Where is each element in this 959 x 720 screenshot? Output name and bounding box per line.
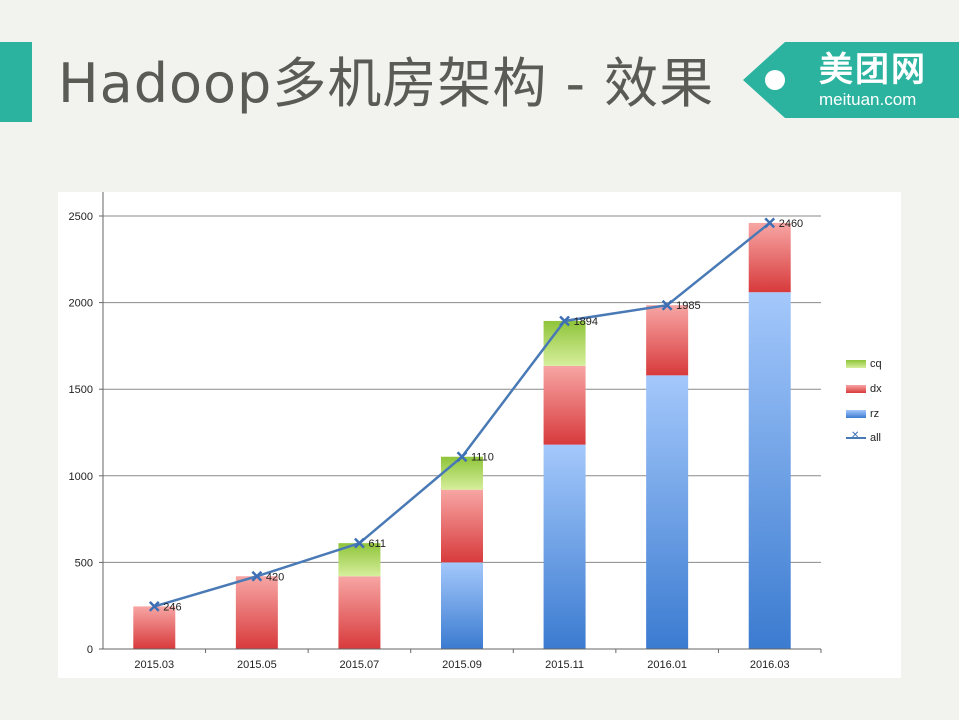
legend-label-rz: rz bbox=[870, 407, 880, 420]
bar-rz-2016.01 bbox=[646, 375, 689, 649]
legend-label-dx: dx bbox=[870, 383, 882, 396]
marker-stroke bbox=[764, 217, 776, 229]
data-label-2016.03: 2460 bbox=[779, 218, 803, 230]
marker-all-2015.03 bbox=[148, 601, 160, 612]
legend-swatch-rz bbox=[846, 409, 866, 418]
bar-dx-2015.05 bbox=[235, 576, 278, 649]
legend-swatch-dx bbox=[846, 385, 866, 394]
marker-stroke bbox=[251, 570, 263, 582]
legend-swatch-all bbox=[846, 430, 866, 441]
legend-label-cq: cq bbox=[870, 358, 882, 371]
y-tick-label: 500 bbox=[75, 557, 93, 569]
marker-all-2015.05 bbox=[251, 570, 263, 582]
data-label-2015.07: 611 bbox=[368, 538, 386, 550]
chart-legend: cq dx rz all bbox=[846, 352, 896, 451]
bar-rz-2015.09 bbox=[441, 562, 483, 649]
bar-dx-2015.11 bbox=[543, 365, 586, 445]
y-tick-label: 2000 bbox=[69, 298, 93, 310]
marker-all-2015.11 bbox=[559, 315, 570, 327]
bar-dx-2015.07 bbox=[338, 576, 381, 649]
title-accent-bar bbox=[0, 42, 32, 122]
legend-item-all: all bbox=[846, 426, 896, 451]
chart-panel: 0 500 1000 1500 2000 2500 2015.03 2015.05 2015.0… bbox=[58, 192, 901, 678]
x-tick-label: 2016.01 bbox=[647, 659, 687, 671]
marker-stroke bbox=[456, 451, 468, 463]
bar-rz-2016.03 bbox=[748, 292, 791, 649]
legend-item-dx: dx bbox=[846, 377, 896, 402]
legend-swatch-cq bbox=[846, 360, 866, 369]
logo-badge-shape bbox=[743, 42, 959, 118]
stacked-bar-line-chart: 0 500 1000 1500 2000 2500 2015.03 2015.05 2015.0… bbox=[69, 192, 822, 671]
marker-stroke bbox=[354, 537, 365, 549]
logo-english-text: meituan.com bbox=[819, 90, 917, 109]
bar-cq-2015.11 bbox=[543, 320, 586, 366]
logo-chinese-text: 美团网 bbox=[819, 50, 927, 90]
data-label-2015.05: 420 bbox=[266, 571, 284, 583]
legend-item-rz: rz bbox=[846, 401, 896, 426]
marker-all-2016.03 bbox=[764, 217, 776, 229]
bar-rz-2015.11 bbox=[543, 444, 586, 649]
marker-all-2015.07 bbox=[354, 537, 365, 549]
data-label-2015.03: 246 bbox=[163, 601, 181, 613]
legend-item-cq: cq bbox=[846, 352, 896, 377]
marker-all-2015.09 bbox=[456, 451, 468, 463]
x-tick-label: 2015.11 bbox=[545, 659, 584, 671]
y-tick-label: 2500 bbox=[69, 211, 93, 223]
legend-label-all: all bbox=[870, 432, 882, 445]
data-label-2015.11: 1894 bbox=[574, 316, 598, 328]
bar-cq-2015.09 bbox=[441, 456, 483, 490]
bar-dx-2015.03 bbox=[133, 606, 176, 649]
slide-title: Hadoop多机房架构 - 效果 bbox=[58, 52, 715, 115]
x-tick-label: 2015.09 bbox=[442, 659, 482, 671]
x-tick-label: 2016.03 bbox=[750, 659, 790, 671]
data-label-2016.01: 1985 bbox=[676, 300, 700, 312]
marker-all-2016.01 bbox=[661, 299, 673, 311]
marker-stroke bbox=[148, 601, 160, 612]
data-label-2015.09: 1110 bbox=[471, 452, 494, 464]
y-tick-label: 1500 bbox=[69, 384, 93, 396]
bar-dx-2015.09 bbox=[441, 489, 483, 563]
marker-stroke bbox=[559, 315, 570, 327]
bar-dx-2016.01 bbox=[646, 305, 689, 376]
y-tick-label: 0 bbox=[87, 644, 93, 656]
y-tick-label: 1000 bbox=[69, 471, 93, 483]
meituan-logo: 美团网 meituan.com bbox=[743, 42, 959, 118]
x-tick-label: 2015.07 bbox=[340, 659, 380, 671]
marker-stroke bbox=[661, 299, 673, 311]
x-tick-label: 2015.05 bbox=[237, 659, 277, 671]
x-tick-label: 2015.03 bbox=[134, 659, 174, 671]
